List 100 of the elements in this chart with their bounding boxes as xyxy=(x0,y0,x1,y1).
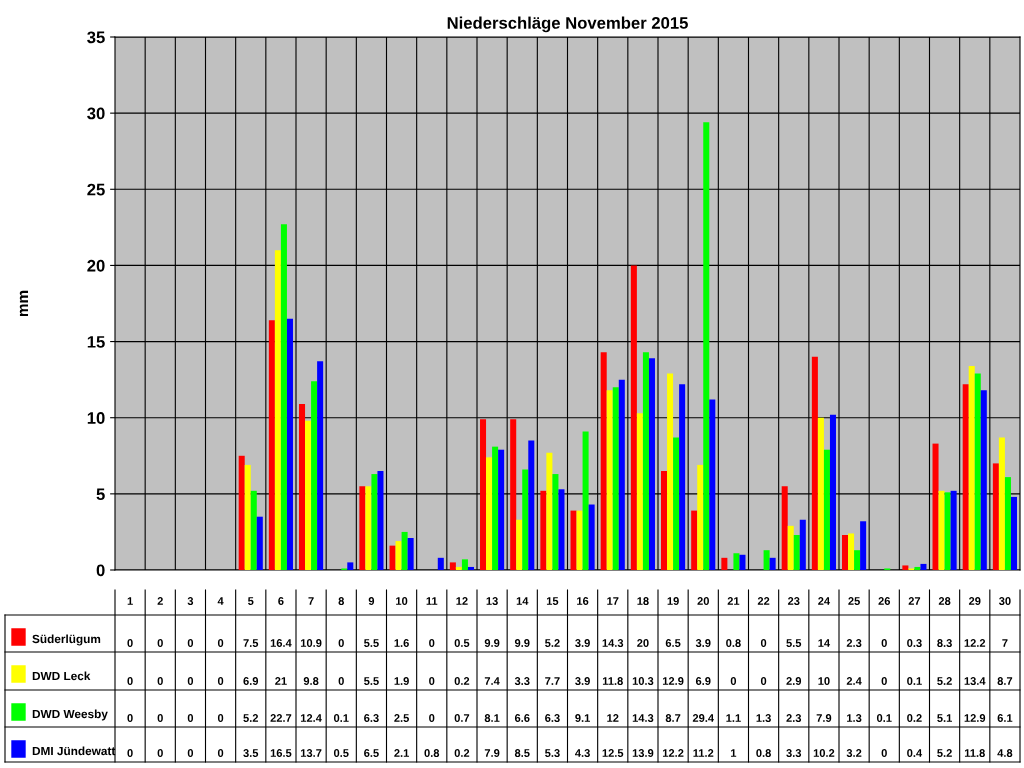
y-tick-label: 15 xyxy=(87,336,105,348)
bar xyxy=(811,356,818,570)
data-label: 5.5 xyxy=(786,639,802,647)
bar xyxy=(697,464,704,570)
bar xyxy=(286,318,293,570)
data-label: 22.7 xyxy=(270,714,292,722)
data-label: 5.1 xyxy=(937,714,952,722)
bar xyxy=(902,565,909,570)
data-label: 2.1 xyxy=(394,749,409,757)
data-label: 0 xyxy=(338,639,344,647)
data-label: 12.9 xyxy=(964,714,986,722)
data-label: 0 xyxy=(157,714,163,722)
bar xyxy=(974,373,981,570)
bar xyxy=(962,384,969,570)
data-label: 0 xyxy=(187,639,194,647)
data-label: 0.2 xyxy=(454,749,470,757)
bar xyxy=(1010,496,1017,570)
bar xyxy=(250,490,257,570)
data-label: 5.5 xyxy=(364,639,379,647)
y-tick-label: 10 xyxy=(87,412,105,424)
bar xyxy=(600,352,607,570)
x-tick-label: 5 xyxy=(248,597,254,605)
bar xyxy=(516,519,523,570)
bar xyxy=(299,404,306,570)
data-label: 7.4 xyxy=(484,677,500,685)
data-label: 8.7 xyxy=(665,714,681,722)
legend-label: DWD Leck xyxy=(32,671,91,681)
bar xyxy=(661,471,668,570)
bar xyxy=(498,449,505,570)
x-tick-label: 27 xyxy=(908,597,921,605)
bar xyxy=(968,365,975,570)
bar xyxy=(606,390,613,570)
data-label: 3.9 xyxy=(575,677,590,685)
x-tick-label: 16 xyxy=(577,597,589,605)
bar xyxy=(992,463,999,570)
bar xyxy=(636,413,643,570)
data-label: 4.8 xyxy=(997,749,1013,757)
bar xyxy=(612,387,619,570)
data-label: 0 xyxy=(187,677,194,685)
x-tick-label: 25 xyxy=(848,597,860,605)
bar xyxy=(540,490,547,570)
bar xyxy=(510,419,517,570)
data-label: 5.2 xyxy=(545,639,560,647)
data-label: 8.5 xyxy=(514,749,530,757)
data-label: 0.8 xyxy=(424,749,440,757)
x-tick-label: 28 xyxy=(938,597,951,605)
bar xyxy=(998,437,1005,570)
x-tick-label: 26 xyxy=(878,597,891,605)
data-label: 2.4 xyxy=(846,677,862,685)
data-label: 0 xyxy=(217,677,224,685)
data-label: 7.9 xyxy=(816,714,832,722)
bar xyxy=(347,562,354,570)
bar xyxy=(244,464,251,570)
data-label: 0 xyxy=(760,677,767,685)
data-label: 0 xyxy=(127,714,133,722)
data-label: 3.9 xyxy=(695,639,711,647)
bar xyxy=(522,469,529,570)
data-label: 0 xyxy=(217,639,224,647)
bar xyxy=(733,553,740,570)
x-tick-label: 8 xyxy=(338,597,344,605)
bar xyxy=(721,557,728,570)
data-label: 1.3 xyxy=(847,714,862,722)
x-tick-label: 13 xyxy=(486,597,498,605)
bar xyxy=(938,490,945,570)
bar xyxy=(842,534,849,570)
data-label: 16.5 xyxy=(270,749,292,757)
data-label: 10 xyxy=(818,677,830,685)
data-label: 1 xyxy=(731,749,737,757)
data-label: 0.5 xyxy=(333,749,349,757)
data-label: 0 xyxy=(187,749,194,757)
x-tick-label: 11 xyxy=(426,597,438,605)
data-label: 7.5 xyxy=(243,639,259,647)
bar xyxy=(691,510,698,570)
bar xyxy=(305,420,312,570)
x-tick-label: 3 xyxy=(187,597,194,605)
data-label: 2.9 xyxy=(786,677,802,685)
bar xyxy=(739,554,746,570)
data-label: 5.2 xyxy=(937,749,952,757)
x-tick-label: 20 xyxy=(697,597,709,605)
data-label: 0 xyxy=(338,677,344,685)
x-tick-label: 9 xyxy=(368,597,375,605)
bar xyxy=(528,440,535,570)
bar xyxy=(558,489,565,570)
data-label: 0.8 xyxy=(756,749,771,757)
data-label: 8.7 xyxy=(997,677,1013,685)
data-label: 0 xyxy=(760,639,767,647)
data-label: 0 xyxy=(730,677,737,685)
bar xyxy=(407,538,414,570)
data-label: 6.9 xyxy=(695,677,711,685)
data-label: 3.9 xyxy=(575,639,590,647)
data-label: 29.4 xyxy=(692,714,714,722)
bar xyxy=(709,399,716,570)
data-label: 10.2 xyxy=(813,749,835,757)
x-tick-label: 29 xyxy=(968,597,981,605)
data-label: 6.5 xyxy=(665,639,681,647)
data-label: 0.2 xyxy=(454,677,470,685)
data-label: 0 xyxy=(881,749,887,757)
x-tick-label: 6 xyxy=(278,597,284,605)
data-label: 0 xyxy=(429,639,435,647)
data-label: 3.5 xyxy=(243,749,259,757)
